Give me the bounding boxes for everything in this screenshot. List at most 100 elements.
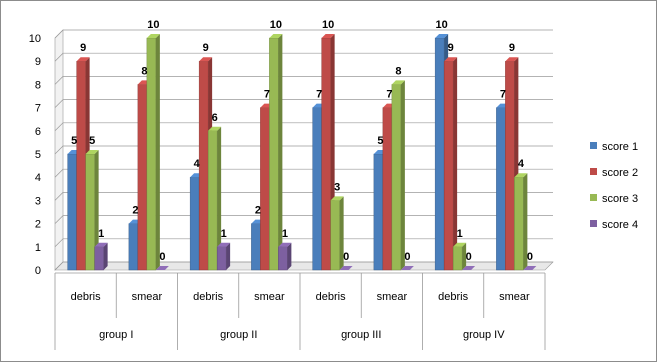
bar-front: [434, 37, 445, 271]
data-label: 7: [386, 89, 392, 101]
bar-front: [443, 61, 454, 271]
category-label: smear: [499, 291, 530, 303]
bar: [339, 266, 353, 270]
bar-top: [94, 242, 108, 247]
bar-front: [251, 223, 261, 271]
bar-side: [523, 173, 528, 270]
legend-label: score 4: [602, 219, 638, 231]
bar-top: [339, 266, 353, 270]
bar: [155, 266, 169, 270]
bar-top: [505, 57, 519, 62]
bar-front: [67, 153, 77, 271]
data-label: 1: [221, 228, 227, 240]
data-label: 9: [80, 42, 86, 54]
bar-front: [85, 153, 95, 271]
category-label: smear: [377, 291, 408, 303]
data-label: 0: [159, 251, 165, 263]
group-label: group I: [99, 329, 133, 341]
bar: [85, 150, 99, 271]
legend-item: score 1: [590, 141, 638, 153]
bar-front: [189, 176, 200, 271]
y-tick-label: 4: [35, 172, 41, 184]
data-label: 5: [89, 135, 95, 147]
legend-label: score 2: [602, 167, 638, 179]
bar-top: [435, 34, 449, 38]
bar-top: [321, 34, 335, 38]
bar: [452, 242, 467, 271]
bar-top: [330, 196, 344, 201]
data-label: 8: [141, 65, 147, 77]
bar-top: [444, 57, 458, 62]
bar-front: [128, 223, 139, 271]
bar-side: [103, 242, 108, 270]
gridline: [54, 76, 553, 85]
data-label: 0: [343, 251, 349, 263]
legend-label: score 3: [602, 193, 638, 205]
gridline: [54, 52, 553, 62]
bar-top: [453, 242, 467, 247]
bar-side: [217, 126, 222, 270]
bar-side: [94, 150, 99, 270]
bar-top: [208, 126, 222, 131]
bar-side: [453, 57, 458, 271]
y-tick-label: 8: [35, 79, 41, 91]
y-tick-label: 1: [35, 242, 41, 254]
category-label: debris: [71, 291, 101, 303]
bar: [462, 266, 476, 270]
bar-front: [505, 61, 515, 271]
bar-top: [155, 266, 169, 270]
category-label: smear: [254, 291, 285, 303]
bar-side: [278, 34, 283, 270]
legend-swatch: [590, 168, 597, 175]
bar-front: [312, 107, 322, 271]
bar-front: [496, 107, 506, 271]
data-label: 5: [377, 135, 383, 147]
bars: [67, 34, 537, 271]
legend: score 1 score 2 score 3 score 4: [590, 141, 638, 231]
data-label: 1: [98, 228, 104, 240]
bar-front: [269, 37, 279, 271]
bar-top: [217, 242, 231, 247]
legend-item: score 4: [590, 219, 638, 231]
bar-side: [226, 242, 231, 270]
bar: [94, 242, 108, 271]
bar: [443, 57, 458, 271]
category-axis: debris smear debris smear debris smear debris s…: [54, 272, 546, 350]
bar-side: [155, 34, 160, 270]
data-label: 5: [71, 135, 77, 147]
bar-front: [321, 37, 331, 271]
bar: [330, 196, 344, 271]
data-label: 10: [436, 19, 448, 31]
category-label: debris: [316, 291, 346, 303]
bar-top: [76, 57, 90, 62]
bar: [514, 173, 528, 271]
bar: [278, 242, 292, 271]
data-label: 1: [282, 228, 288, 240]
bar: [391, 80, 405, 271]
data-label: 7: [264, 89, 270, 101]
data-label: 0: [466, 251, 472, 263]
bar: [523, 266, 537, 270]
data-label: 6: [212, 112, 218, 124]
bar-front: [260, 107, 270, 271]
data-label: 7: [500, 89, 506, 101]
data-label: 10: [270, 19, 282, 31]
data-label: 3: [334, 181, 340, 193]
bar-side: [287, 242, 292, 270]
group-label: group III: [341, 329, 381, 341]
bar: [269, 34, 283, 271]
bar-front: [278, 246, 288, 271]
bar-top: [85, 150, 99, 154]
bar-front: [373, 153, 384, 271]
bar: [207, 126, 222, 271]
y-tick-label: 9: [35, 56, 41, 68]
bar-front: [198, 61, 209, 271]
bar-side: [400, 80, 405, 271]
bar-front: [391, 84, 402, 271]
bar-top: [199, 57, 213, 62]
data-label: 8: [395, 65, 401, 77]
legend-swatch: [590, 220, 597, 227]
